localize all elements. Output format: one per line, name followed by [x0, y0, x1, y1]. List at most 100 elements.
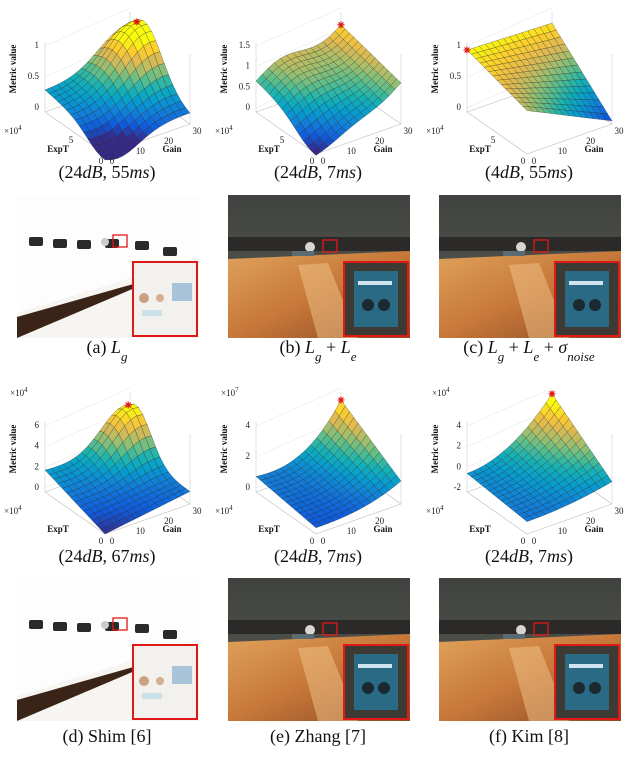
axis-line [466, 111, 528, 155]
caption: (24dB, 67ms) [58, 546, 155, 567]
caption-part: L [340, 337, 351, 357]
z-tick-label: 0.5 [28, 71, 40, 81]
x-tick-label: 10 [347, 526, 357, 536]
x-tick-label: 30 [193, 506, 203, 516]
caption-part: ) [150, 546, 156, 567]
y-tick-label: 5 [280, 135, 285, 145]
caption-part: dB [82, 162, 102, 182]
surface-patch [522, 515, 534, 522]
inset-book [172, 283, 192, 301]
z-axis-label: Metric value [430, 45, 440, 94]
inset-object [378, 682, 390, 694]
z-axis-label: Metric value [8, 425, 18, 474]
inset-object [362, 299, 374, 311]
caption-part: ) [567, 546, 573, 567]
x-axis-label: Gain [373, 524, 392, 534]
y-multiplier-exp: 4 [18, 124, 22, 132]
caption-part: + [322, 337, 341, 357]
zoom-box [112, 234, 128, 248]
cabinet [228, 620, 410, 634]
z-multiplier-exp: 7 [235, 386, 239, 394]
caption: (24dB, 7ms) [274, 546, 362, 567]
z-tick-label: 2 [457, 441, 462, 451]
z-tick-label: 0 [35, 102, 40, 112]
object [101, 621, 109, 629]
object [292, 634, 314, 639]
caption-part: L [304, 337, 315, 357]
caption-part: , 55 [520, 162, 547, 182]
y-tick-label: 0 [521, 156, 526, 166]
caption-part: g [315, 349, 322, 364]
axis-line [466, 491, 528, 535]
x-tick-label: 0 [321, 536, 326, 546]
caption-part: dB [298, 546, 318, 566]
z-tick-label: 0.5 [450, 71, 462, 81]
caption-part: ) [150, 162, 156, 183]
caption-part: , 7 [529, 546, 547, 566]
z-tick-label: 6 [35, 420, 40, 430]
caption-part: L [487, 337, 498, 357]
z-tick-label: -2 [454, 482, 462, 492]
object [305, 242, 315, 252]
chair [29, 620, 43, 629]
caption-part: e [351, 349, 357, 364]
caption-part: (f) Kim [8] [489, 726, 569, 747]
y-tick-label: 0 [99, 156, 104, 166]
z-tick-label: 4 [457, 420, 462, 430]
y-tick-label: 5 [69, 135, 74, 145]
caption: (24dB, 55ms) [58, 162, 155, 183]
caption-part: g [498, 349, 505, 364]
z-axis-label: Metric value [219, 425, 229, 474]
y-axis-label: ExpT [469, 144, 491, 154]
caption: (a) Lg [87, 337, 129, 364]
caption-part: dB [500, 162, 520, 182]
caption-part: (a) [87, 337, 111, 358]
axis-line [255, 111, 317, 155]
table-dark [17, 283, 137, 338]
x-tick-label: 20 [586, 516, 596, 526]
caption-part: dB [509, 546, 529, 566]
y-multiplier: ×104 [426, 504, 444, 516]
grid-line [44, 7, 131, 47]
x-tick-label: 20 [164, 136, 174, 146]
caption-part: (c) [463, 337, 487, 358]
y-multiplier-base: ×10 [4, 126, 19, 136]
inset-object [139, 293, 149, 303]
y-tick-label: 0 [521, 536, 526, 546]
y-multiplier: ×104 [4, 504, 22, 516]
z-tick-label: 1.5 [239, 40, 251, 50]
x-tick-label: 20 [375, 136, 385, 146]
caption-part: , 67 [102, 546, 129, 566]
caption-part: (b) [280, 337, 306, 358]
inset-base [142, 310, 162, 316]
y-axis-label: ExpT [47, 524, 69, 534]
axis-line [315, 503, 402, 535]
cabinet [439, 620, 621, 634]
z-tick-label: 4 [35, 441, 40, 451]
y-multiplier-base: ×10 [215, 126, 230, 136]
y-multiplier-base: ×10 [4, 506, 19, 516]
caption-part: g [121, 349, 128, 364]
y-multiplier-base: ×10 [426, 126, 441, 136]
zoom-box [533, 239, 549, 253]
x-tick-label: 10 [136, 526, 146, 536]
axis-line [526, 123, 613, 155]
chair [77, 240, 91, 249]
caption-part: (e) Zhang [7] [270, 726, 366, 747]
caption-part: , 55 [102, 162, 129, 182]
caption-part: e [533, 349, 539, 364]
zoom-box [322, 622, 338, 636]
axis-line [255, 491, 317, 535]
z-multiplier-exp: 4 [446, 386, 450, 394]
z-multiplier-base: ×10 [221, 388, 236, 398]
grid-line [255, 28, 342, 67]
axis-line [526, 503, 613, 535]
caption: (4dB, 55ms) [485, 162, 573, 183]
caption: (24dB, 7ms) [274, 162, 362, 183]
caption-part: dB [82, 546, 102, 566]
caption-part: ) [356, 546, 362, 567]
caption-part: ms [129, 546, 149, 566]
x-tick-label: 30 [404, 126, 414, 136]
inset-book [172, 666, 192, 684]
